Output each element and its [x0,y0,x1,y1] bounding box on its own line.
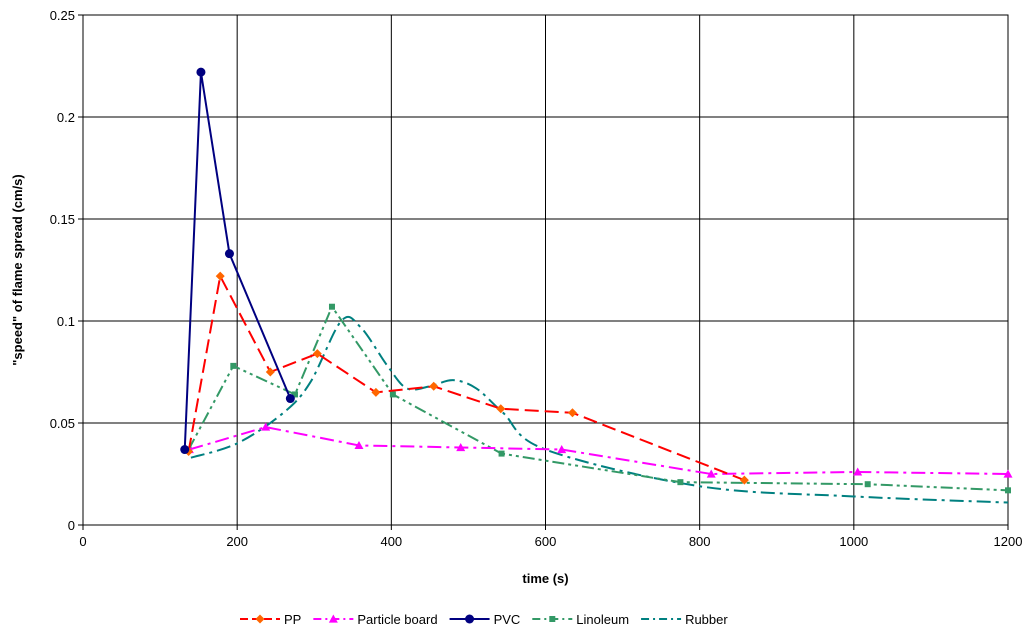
series-line-particle-board [189,426,1009,475]
legend-item-pp: PP [240,612,301,627]
axis-ticks: 0 200 400 600 800 1000 1200 0 0.05 0.1 0.15 0.2 0.25 [50,8,1023,549]
y-tick-label: 0.15 [50,212,75,227]
data-point-linoleum [1005,487,1011,494]
data-point-linoleum [230,362,237,369]
data-point-linoleum [864,481,871,488]
y-tick-label: 0.25 [50,8,75,23]
data-point-pp [312,349,322,359]
data-point-particle-board [557,445,567,454]
legend-label-linoleum: Linoleum [576,612,629,627]
data-point-particle-board [354,440,364,450]
legend: PP Particle board PVC Linoleum Rubber [240,612,728,627]
x-axis-title: time (s) [522,571,568,586]
data-point-pvc [285,394,295,404]
data-point-linoleum [389,391,396,398]
data-point-particle-board [853,467,863,476]
data-point-pvc [180,445,190,455]
data-point-pvc [196,67,206,77]
data-point-particle-board [456,442,466,452]
x-tick-label: 1000 [839,534,868,549]
legend-marker-pp [255,614,265,624]
legend-label-particle-board: Particle board [357,612,437,627]
series-line-pvc [183,71,292,450]
x-tick-label: 200 [226,534,248,549]
legend-item-pvc: PVC [449,612,521,627]
x-tick-label: 0 [79,534,86,549]
data-point-pp [739,475,749,485]
legend-marker-linoleum [549,616,556,622]
data-point-linoleum [291,391,298,398]
legend-item-linoleum: Linoleum [532,612,629,627]
data-point-linoleum [498,450,505,457]
legend-marker-particle-board [328,614,338,623]
legend-label-rubber: Rubber [685,612,728,627]
y-tick-label: 0.2 [57,110,75,125]
y-tick-label: 0.05 [50,416,75,431]
data-point-pp [567,408,577,418]
x-tick-label: 800 [689,534,711,549]
y-tick-label: 0.1 [57,314,75,329]
data-point-particle-board [706,469,716,478]
data-point-pp [496,404,506,414]
legend-label-pp: PP [284,612,301,627]
data-point-pvc [224,249,234,259]
x-tick-label: 400 [380,534,402,549]
data-point-linoleum [328,303,335,310]
data-point-linoleum [677,479,684,486]
legend-item-particle-board: Particle board [313,612,438,627]
y-tick-label: 0 [68,518,75,533]
x-tick-label: 600 [535,534,557,549]
legend-label-pvc: PVC [494,612,521,627]
series-layer [180,67,1013,504]
legend-item-rubber: Rubber [641,612,728,627]
data-point-pp [265,367,275,377]
data-point-pp [429,381,439,391]
y-axis-title: "speed" of flame spread (cm/s) [10,174,25,366]
data-point-particle-board [1003,469,1013,478]
data-point-pp [215,271,225,281]
legend-marker-pvc [465,614,475,624]
x-tick-label: 1200 [994,534,1023,549]
data-point-pp [371,387,381,397]
series-pvc [180,67,295,455]
data-point-particle-board [261,422,271,431]
